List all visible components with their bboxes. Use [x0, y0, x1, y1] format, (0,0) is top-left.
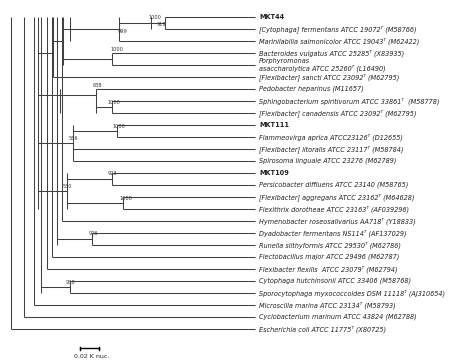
Text: 923: 923 [108, 171, 118, 177]
Text: 0.02 K nuc.: 0.02 K nuc. [73, 353, 109, 359]
Text: Escherichia coli ATCC 11775ᵀ (X80725): Escherichia coli ATCC 11775ᵀ (X80725) [259, 325, 386, 333]
Text: Spirosoma linguale ATCC 23276 (M62789): Spirosoma linguale ATCC 23276 (M62789) [259, 158, 397, 164]
Text: [Flexibacter] canadensis ATCC 23092ᵀ (M62795): [Flexibacter] canadensis ATCC 23092ᵀ (M6… [259, 109, 417, 117]
Text: Runella slithyformis ATCC 29530ᵀ (M62786): Runella slithyformis ATCC 29530ᵀ (M62786… [259, 241, 401, 249]
Text: 1000: 1000 [119, 196, 132, 201]
Text: 1000: 1000 [113, 124, 126, 129]
Text: 926: 926 [88, 232, 98, 236]
Text: Persicobacter diffluens ATCC 23140 (M58765): Persicobacter diffluens ATCC 23140 (M587… [259, 182, 409, 188]
Text: 1000: 1000 [108, 100, 121, 105]
Text: Flectobacillus major ATCC 29496 (M62787): Flectobacillus major ATCC 29496 (M62787) [259, 254, 400, 260]
Text: Dyadobacter fermentans NS114ᵀ (AF137029): Dyadobacter fermentans NS114ᵀ (AF137029) [259, 229, 407, 237]
Text: [Flexibacter] sancti ATCC 23092ᵀ (M62795): [Flexibacter] sancti ATCC 23092ᵀ (M62795… [259, 73, 400, 81]
Text: 1000: 1000 [149, 15, 162, 20]
Text: 938: 938 [66, 280, 75, 285]
Text: 1000: 1000 [111, 47, 124, 52]
Text: [Flexibacter] aggregans ATCC 23162ᵀ (M64628): [Flexibacter] aggregans ATCC 23162ᵀ (M64… [259, 193, 415, 201]
Text: Marinilabilia salmonicolor ATCC 19043ᵀ (M62422): Marinilabilia salmonicolor ATCC 19043ᵀ (… [259, 37, 419, 45]
Text: Bacteroides vulgatus ATCC 25285ᵀ (X83935): Bacteroides vulgatus ATCC 25285ᵀ (X83935… [259, 49, 404, 57]
Text: 999: 999 [118, 28, 128, 33]
Text: Microscilla marina ATCC 23134ᵀ (M58793): Microscilla marina ATCC 23134ᵀ (M58793) [259, 301, 396, 309]
Text: [Cytophaga] fermentans ATCC 19072ᵀ (M58766): [Cytophaga] fermentans ATCC 19072ᵀ (M587… [259, 25, 417, 33]
Text: MKT44: MKT44 [259, 14, 284, 20]
Text: Sporocytophaga myxococcoides DSM 11118ᵀ (AJ310654): Sporocytophaga myxococcoides DSM 11118ᵀ … [259, 289, 445, 297]
Text: MKT111: MKT111 [259, 122, 289, 128]
Text: Cyclobacterium marinum ATCC 43824 (M62788): Cyclobacterium marinum ATCC 43824 (M6278… [259, 314, 417, 320]
Text: Hymenobacter roseosalivarius AA718ᵀ (Y18833): Hymenobacter roseosalivarius AA718ᵀ (Y18… [259, 217, 416, 225]
Text: Flexithrix dorotheae ATCC 23163ᵀ (AF039296): Flexithrix dorotheae ATCC 23163ᵀ (AF0392… [259, 205, 409, 213]
Text: Sphingobacterium spiritivorum ATCC 33861ᵀ  (M58778): Sphingobacterium spiritivorum ATCC 33861… [259, 97, 439, 105]
Text: Pedobacter heparinus (M11657): Pedobacter heparinus (M11657) [259, 86, 364, 92]
Text: Porphyromonas
asaccharolytica ATCC 25260ᵀ (L16490): Porphyromonas asaccharolytica ATCC 25260… [259, 58, 386, 72]
Text: 530: 530 [63, 184, 73, 189]
Text: [Flexibacter] litoralis ATCC 23117ᵀ (M58784): [Flexibacter] litoralis ATCC 23117ᵀ (M58… [259, 145, 404, 153]
Text: Flammeovirga aprica ATCC23126ᵀ (D12655): Flammeovirga aprica ATCC23126ᵀ (D12655) [259, 133, 403, 141]
Text: Flexibacter flexilis  ATCC 23079ᵀ (M62794): Flexibacter flexilis ATCC 23079ᵀ (M62794… [259, 265, 398, 273]
Text: 919: 919 [157, 22, 166, 27]
Text: Cytophaga hutchinsonii ATCC 33406 (M58768): Cytophaga hutchinsonii ATCC 33406 (M5876… [259, 278, 411, 284]
Text: MKT109: MKT109 [259, 170, 289, 176]
Text: 638: 638 [92, 83, 102, 88]
Text: 566: 566 [69, 136, 78, 141]
